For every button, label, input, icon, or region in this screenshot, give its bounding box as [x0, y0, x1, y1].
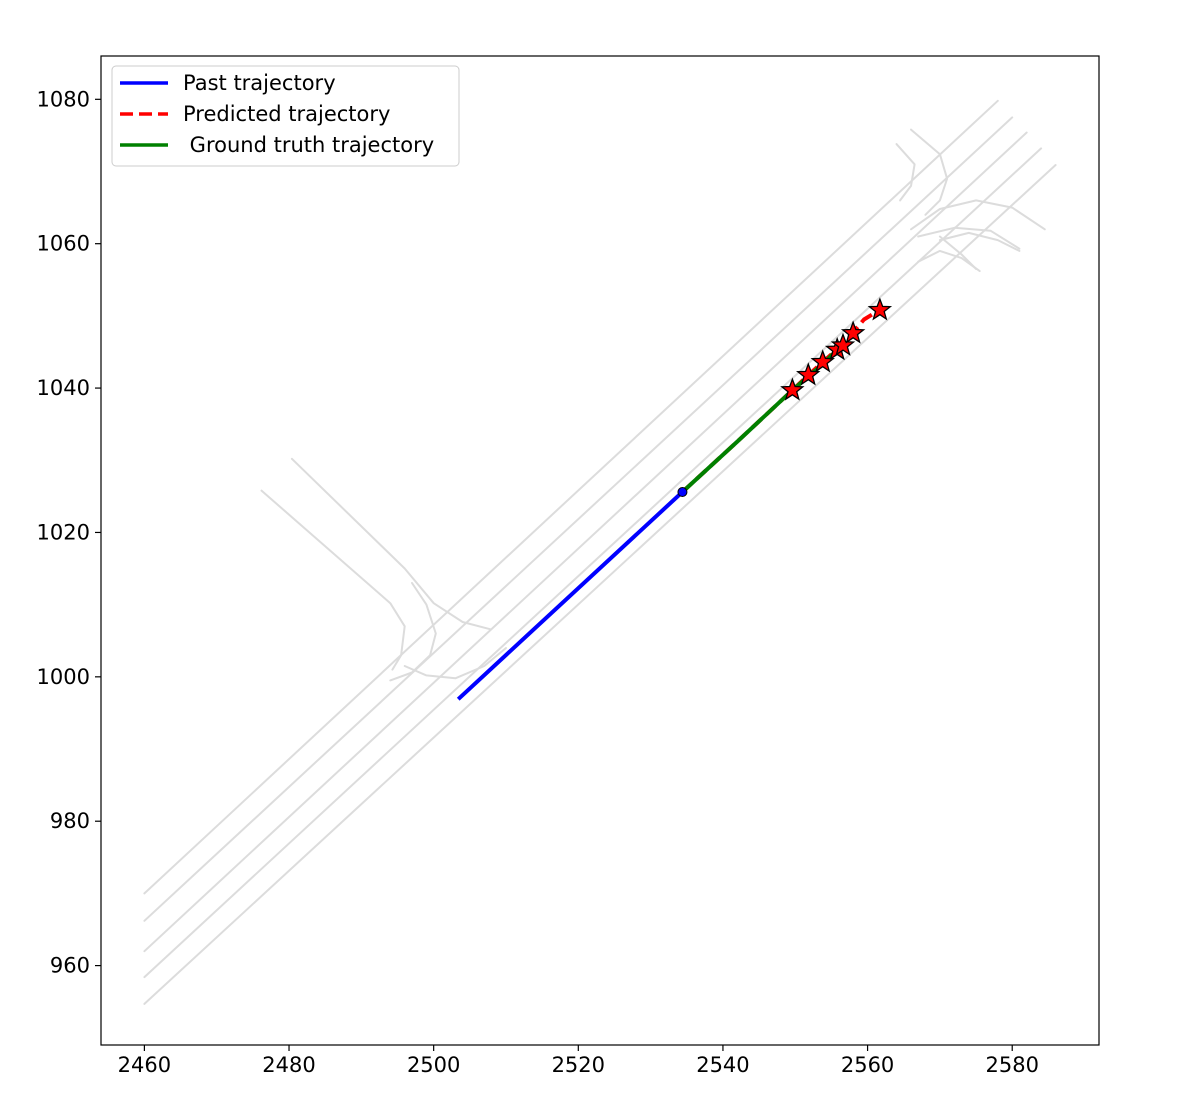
current-position-marker: [677, 487, 688, 498]
map-lane-12: [938, 231, 1021, 252]
map-lane-2: [143, 131, 1028, 953]
legend-label-predicted: Predicted trajectory: [183, 102, 390, 126]
y-tick-label: 980: [50, 809, 90, 833]
y-tick-label: 960: [50, 954, 90, 978]
y-tick-label: 1080: [37, 87, 90, 111]
x-axis: 2460 2480 2500 2520 2540 2560 2580: [118, 1045, 1039, 1077]
x-tick-label: 2480: [262, 1053, 315, 1077]
y-tick-label: 1020: [37, 520, 90, 544]
x-tick-label: 2540: [696, 1053, 749, 1077]
y-tick-label: 1040: [37, 376, 90, 400]
legend-label-ground-truth: Ground truth trajectory: [183, 133, 434, 157]
y-axis: 960 980 1000 1020 1040 1060 1080: [37, 87, 101, 978]
map-lane-8: [403, 647, 507, 680]
map-lane-11: [910, 199, 1046, 231]
x-tick-label: 2520: [552, 1053, 605, 1077]
map-lane-7: [389, 582, 437, 682]
map-lane-15: [938, 235, 978, 270]
y-tick-label: 1000: [37, 665, 90, 689]
predicted-point-marker: [780, 377, 805, 401]
predicted-point-marker: [867, 297, 893, 321]
legend-label-past: Past trajectory: [183, 71, 336, 95]
map-lane-5: [260, 489, 406, 671]
map-lane-10: [895, 143, 916, 202]
map-lane-0: [143, 99, 999, 895]
marker-layer: [677, 297, 893, 498]
legend: Past trajectory Predicted trajectory Gro…: [111, 65, 460, 167]
x-tick-label: 2500: [407, 1053, 460, 1077]
map-lane-1: [143, 116, 1014, 922]
map-lane-6: [290, 457, 492, 631]
predicted-point-marker: [840, 320, 866, 344]
map-lane-3: [143, 147, 1043, 979]
map-lane-4: [143, 164, 1057, 1005]
map-lanes: [143, 99, 1057, 1005]
y-tick-label: 1060: [37, 232, 90, 256]
map-lane-9: [910, 128, 949, 216]
x-tick-label: 2460: [118, 1053, 171, 1077]
legend-box: [111, 65, 460, 167]
map-lane-13: [917, 226, 1021, 250]
plot-frame: [100, 55, 1100, 1046]
past-trajectory-line: [456, 489, 686, 701]
predicted-point-marker: [830, 332, 856, 356]
x-tick-label: 2560: [841, 1053, 894, 1077]
x-tick-label: 2580: [985, 1053, 1038, 1077]
